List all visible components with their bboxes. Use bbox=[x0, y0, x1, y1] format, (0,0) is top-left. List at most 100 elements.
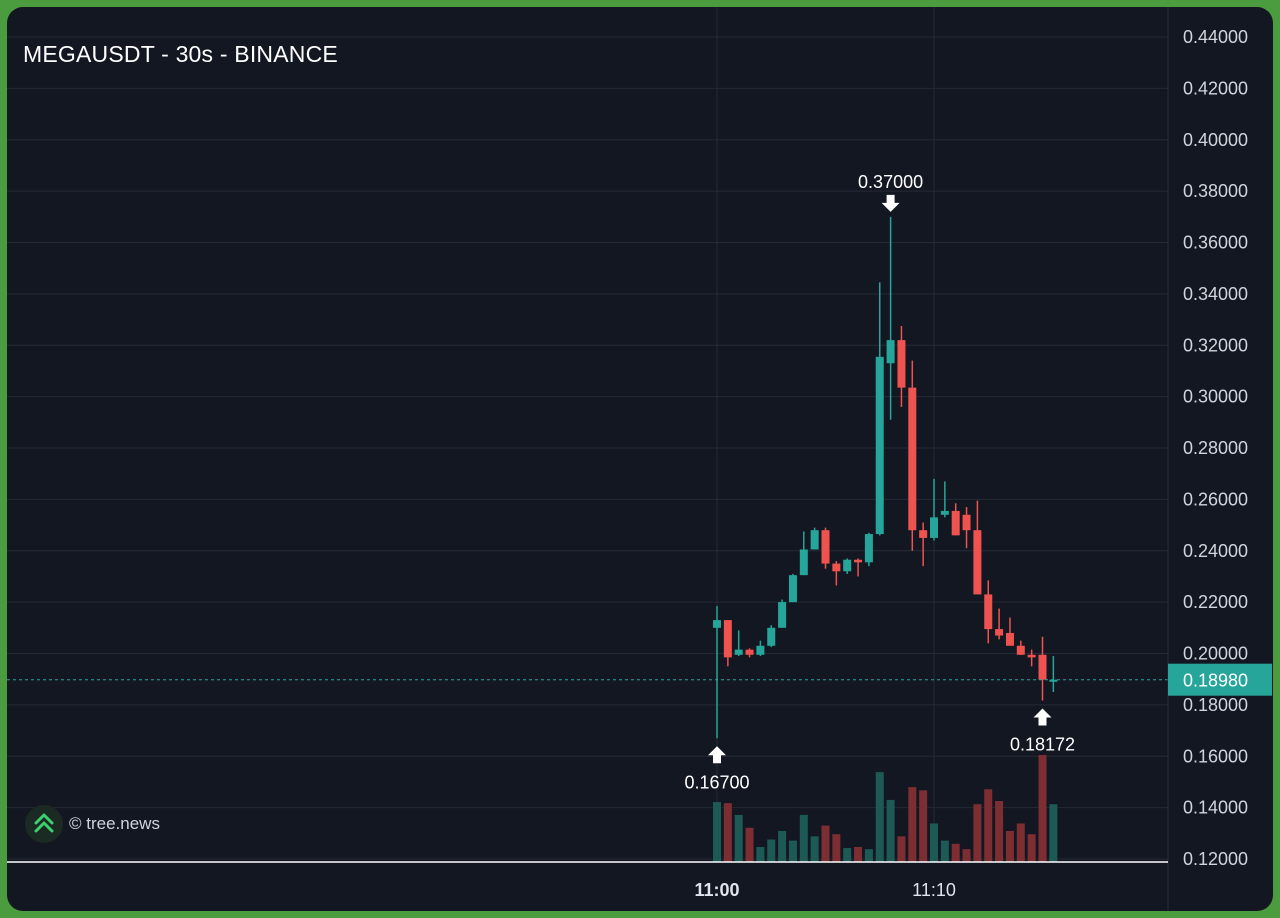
candle-body[interactable] bbox=[854, 559, 863, 563]
candle-body[interactable] bbox=[875, 356, 884, 535]
candle-body[interactable] bbox=[864, 534, 873, 563]
volume-bar bbox=[1049, 804, 1058, 862]
last-price-label: 0.18980 bbox=[1183, 671, 1248, 691]
volume-bar bbox=[864, 849, 873, 862]
price-tick-label: 0.38000 bbox=[1183, 181, 1248, 201]
price-tick-label: 0.44000 bbox=[1183, 27, 1248, 47]
volume-bar bbox=[713, 802, 721, 862]
price-tick-label: 0.34000 bbox=[1183, 284, 1248, 304]
volume-bar bbox=[897, 836, 906, 862]
candle-body[interactable] bbox=[788, 575, 797, 603]
volume-bar bbox=[832, 834, 841, 862]
volume-bar bbox=[1027, 834, 1036, 862]
candle-body[interactable] bbox=[995, 629, 1004, 636]
price-tick-label: 0.36000 bbox=[1183, 233, 1248, 253]
volume-bar bbox=[767, 839, 776, 862]
watermark: © tree.news bbox=[25, 805, 160, 843]
candle-body[interactable] bbox=[767, 627, 776, 646]
volume-bar bbox=[875, 772, 884, 862]
price-tick-label: 0.28000 bbox=[1183, 438, 1248, 458]
price-tick-label: 0.16000 bbox=[1183, 746, 1248, 766]
price-tick-label: 0.24000 bbox=[1183, 541, 1248, 561]
volume-bar bbox=[723, 803, 732, 862]
time-tick-label: 11:10 bbox=[912, 880, 956, 900]
candle-body[interactable] bbox=[1038, 654, 1047, 680]
candlestick-chart[interactable]: 0.37000 0.16700 0.18172 0.44000 0.42000 0.40… bbox=[7, 7, 1273, 911]
candle-body[interactable] bbox=[723, 620, 732, 658]
candle-body[interactable] bbox=[832, 563, 841, 572]
volume-bar bbox=[908, 787, 917, 862]
volume-bar bbox=[810, 836, 819, 862]
candle-body[interactable] bbox=[843, 559, 852, 572]
volume-bar bbox=[756, 847, 765, 862]
volume-bar bbox=[745, 827, 754, 862]
volume-bar bbox=[1016, 823, 1025, 862]
price-tick-label: 0.14000 bbox=[1183, 798, 1248, 818]
candle-body[interactable] bbox=[930, 517, 938, 538]
volume-bar bbox=[788, 840, 797, 862]
axes: 0.44000 0.42000 0.40000 0.38000 0.36000 0.340… bbox=[7, 7, 1272, 911]
price-tick-label: 0.18000 bbox=[1183, 695, 1248, 715]
candle-body[interactable] bbox=[778, 602, 787, 628]
candle-body[interactable] bbox=[1005, 632, 1014, 646]
volume-bar bbox=[962, 849, 971, 862]
chart-title: MEGAUSDT - 30s - BINANCE bbox=[23, 41, 338, 67]
candle-body[interactable] bbox=[897, 340, 906, 388]
candle-body[interactable] bbox=[951, 510, 960, 536]
volume-bar bbox=[930, 823, 938, 862]
candle-body[interactable] bbox=[1027, 654, 1036, 658]
volume-bar bbox=[951, 843, 960, 862]
candle-body[interactable] bbox=[940, 510, 949, 515]
volume-bar bbox=[799, 814, 808, 862]
volume-bar bbox=[973, 804, 982, 862]
candle-body[interactable] bbox=[886, 340, 895, 364]
candle-body[interactable] bbox=[756, 645, 765, 655]
candle-body[interactable] bbox=[973, 530, 982, 595]
last-price-badge bbox=[1168, 663, 1272, 696]
volume-bar bbox=[843, 848, 852, 862]
candle-body[interactable] bbox=[908, 387, 917, 531]
volume-bar bbox=[1005, 830, 1014, 862]
volume-bar bbox=[984, 789, 993, 862]
arrow-down-icon bbox=[881, 194, 900, 212]
price-tick-label: 0.40000 bbox=[1183, 130, 1248, 150]
watermark-text: © tree.news bbox=[69, 814, 160, 833]
candle-body[interactable] bbox=[810, 530, 819, 550]
price-tick-label: 0.32000 bbox=[1183, 335, 1248, 355]
volume-bar bbox=[1038, 755, 1047, 862]
candle-body[interactable] bbox=[962, 514, 971, 531]
price-tick-label: 0.26000 bbox=[1183, 489, 1248, 509]
price-annotations: 0.37000 0.16700 0.18172 bbox=[7, 172, 1168, 792]
candle-body[interactable] bbox=[713, 620, 721, 628]
candle-body[interactable] bbox=[734, 649, 743, 655]
time-tick-label: 11:00 bbox=[694, 880, 739, 900]
candle-body[interactable] bbox=[821, 530, 830, 564]
price-tick-label: 0.30000 bbox=[1183, 387, 1248, 407]
arrow-up-icon bbox=[1033, 708, 1052, 726]
candle-body[interactable] bbox=[1016, 645, 1025, 655]
tree-news-logo-icon bbox=[25, 805, 63, 843]
low-price-label: 0.16700 bbox=[684, 772, 749, 792]
volume-bars bbox=[713, 755, 1058, 862]
chart-frame: 0.37000 0.16700 0.18172 0.44000 0.42000 0.40… bbox=[7, 7, 1273, 911]
candle-body[interactable] bbox=[799, 549, 808, 576]
candle-body[interactable] bbox=[745, 649, 754, 655]
volume-bar bbox=[734, 814, 743, 862]
candle-body[interactable] bbox=[919, 530, 928, 538]
volume-bar bbox=[995, 801, 1004, 862]
price-tick-label: 0.42000 bbox=[1183, 78, 1248, 98]
candles[interactable] bbox=[713, 216, 1058, 739]
candle-body[interactable] bbox=[1049, 679, 1058, 682]
grid bbox=[7, 7, 1168, 862]
volume-bar bbox=[854, 847, 863, 862]
price-tick-label: 0.12000 bbox=[1183, 849, 1248, 869]
candle-body[interactable] bbox=[984, 594, 993, 630]
volume-bar bbox=[886, 799, 895, 862]
volume-bar bbox=[919, 790, 928, 862]
price-tick-label: 0.20000 bbox=[1183, 644, 1248, 664]
volume-bar bbox=[821, 825, 830, 862]
price-tick-label: 0.22000 bbox=[1183, 592, 1248, 612]
high-price-label: 0.37000 bbox=[858, 172, 923, 192]
low-price-label: 0.18172 bbox=[1010, 734, 1075, 754]
arrow-up-icon bbox=[708, 746, 726, 764]
